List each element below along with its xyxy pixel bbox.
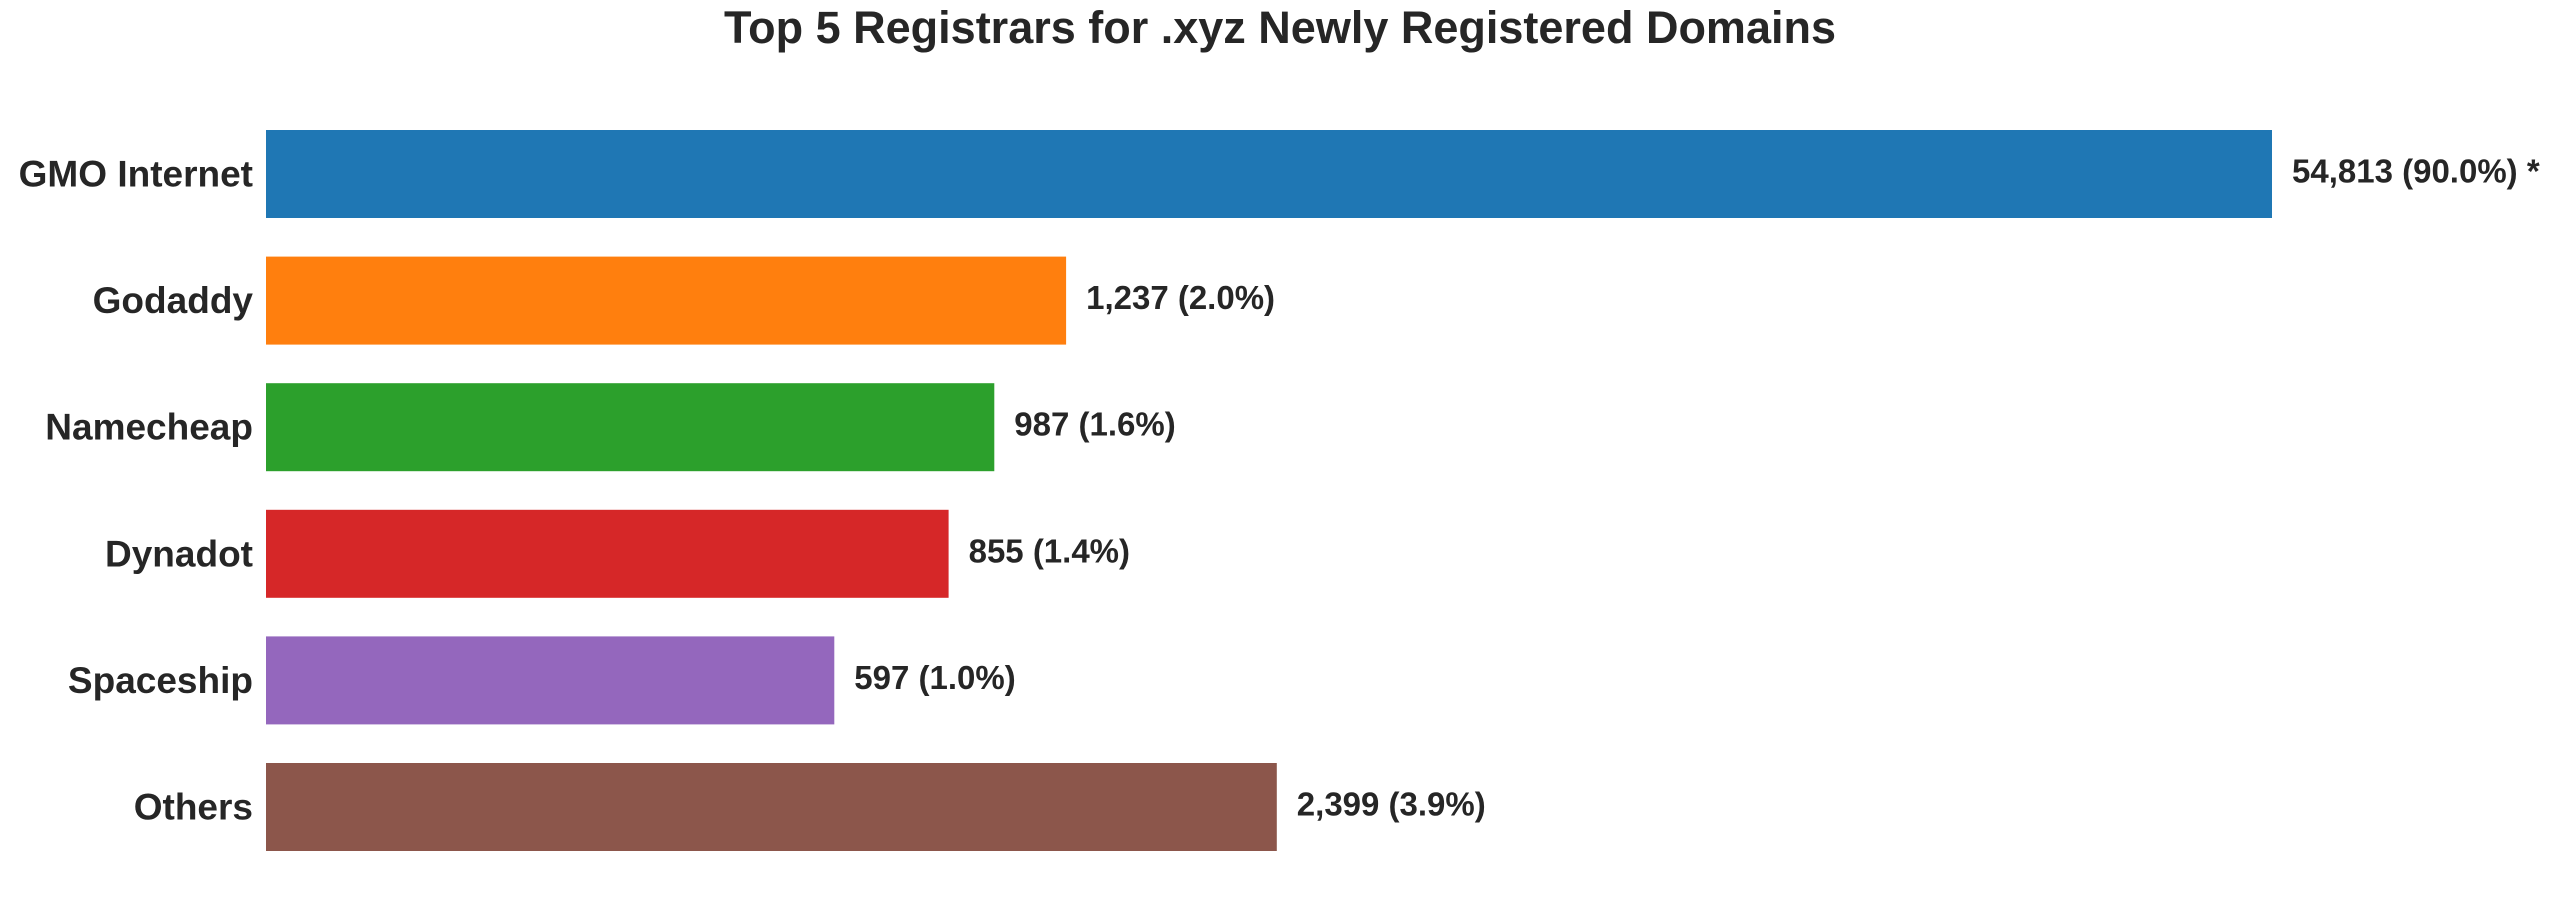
bar-spaceship — [266, 636, 835, 725]
bar-namecheap — [266, 383, 995, 472]
category-label-spaceship: Spaceship — [68, 660, 253, 701]
bar-godaddy — [266, 256, 1067, 345]
category-label-namecheap: Namecheap — [45, 407, 253, 448]
value-label-dynadot: 855 (1.4%) — [969, 532, 1130, 569]
bar-others — [266, 763, 1277, 851]
value-label-namecheap: 987 (1.6%) — [1014, 406, 1175, 443]
value-label-gmo-internet: 54,813 (90.0%) * — [2292, 153, 2540, 190]
bar-gmo-internet — [266, 130, 2272, 218]
value-label-spaceship: 597 (1.0%) — [854, 659, 1015, 696]
value-label-godaddy: 1,237 (2.0%) — [1086, 279, 1275, 316]
value-label-others: 2,399 (3.9%) — [1297, 786, 1486, 823]
category-label-godaddy: Godaddy — [93, 280, 254, 321]
category-label-others: Others — [134, 787, 253, 828]
chart-title: Top 5 Registrars for .xyz Newly Register… — [724, 2, 1836, 53]
category-label-dynadot: Dynadot — [105, 533, 253, 574]
bar-dynadot — [266, 509, 949, 598]
category-label-gmo-internet: GMO Internet — [19, 154, 253, 195]
